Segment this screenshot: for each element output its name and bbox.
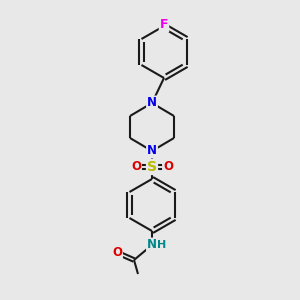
Text: O: O xyxy=(163,160,173,173)
Text: F: F xyxy=(160,19,168,32)
Text: N: N xyxy=(147,238,157,251)
Text: N: N xyxy=(147,145,157,158)
Text: N: N xyxy=(147,97,157,110)
Text: O: O xyxy=(112,245,122,259)
Text: O: O xyxy=(131,160,141,173)
Text: S: S xyxy=(147,160,157,174)
Text: H: H xyxy=(158,240,166,250)
